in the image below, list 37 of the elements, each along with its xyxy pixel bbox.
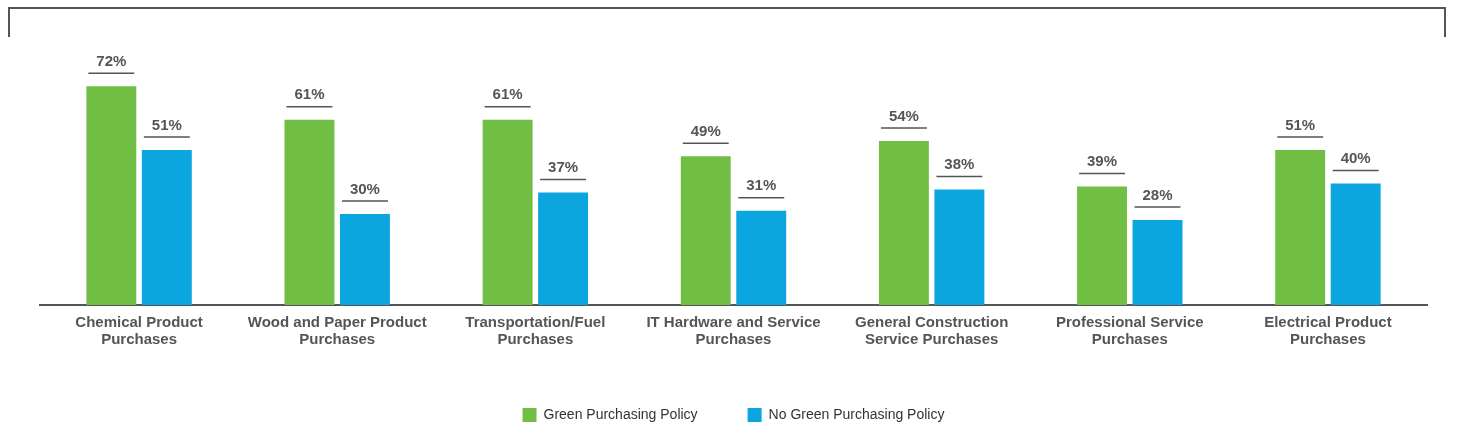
bar bbox=[736, 210, 787, 305]
bar bbox=[1330, 183, 1381, 305]
data-label: 61% bbox=[492, 85, 523, 103]
bar bbox=[878, 140, 929, 305]
bar bbox=[538, 192, 589, 305]
x-tick-label: General Construction Service Purchases bbox=[854, 313, 1009, 347]
data-label: 72% bbox=[96, 51, 127, 69]
bar bbox=[339, 213, 390, 305]
data-label: 30% bbox=[349, 179, 380, 197]
bar bbox=[680, 156, 731, 305]
data-label: 38% bbox=[944, 155, 975, 173]
data-label: 39% bbox=[1087, 152, 1118, 170]
data-label: 51% bbox=[1285, 115, 1316, 133]
bar bbox=[482, 119, 533, 305]
bar bbox=[284, 119, 335, 305]
legend-label: No Green Purchasing Policy bbox=[768, 405, 945, 422]
x-tick-label: Chemical Product Purchases bbox=[75, 313, 203, 347]
bar bbox=[934, 189, 985, 305]
data-label: 28% bbox=[1142, 185, 1173, 203]
data-label: 37% bbox=[548, 158, 579, 176]
data-label: 31% bbox=[746, 176, 777, 194]
bar bbox=[1275, 150, 1326, 305]
bar bbox=[86, 86, 137, 305]
bar bbox=[1132, 219, 1183, 305]
x-tick-label: Professional Service Purchases bbox=[1056, 313, 1204, 347]
bar bbox=[1077, 186, 1128, 305]
x-tick-label: Transportation/Fuel Purchases bbox=[465, 313, 606, 347]
x-tick-label: Electrical Product Purchases bbox=[1264, 313, 1392, 347]
x-tick-label: Wood and Paper Product Purchases bbox=[247, 313, 427, 347]
data-label: 49% bbox=[690, 121, 721, 139]
data-label: 51% bbox=[151, 115, 182, 133]
legend-label: Green Purchasing Policy bbox=[543, 405, 698, 422]
x-tick-label: IT Hardware and Service Purchases bbox=[646, 313, 821, 347]
data-label: 54% bbox=[888, 106, 919, 124]
bar bbox=[141, 150, 192, 305]
data-label: 40% bbox=[1340, 149, 1371, 167]
data-label: 61% bbox=[294, 85, 325, 103]
